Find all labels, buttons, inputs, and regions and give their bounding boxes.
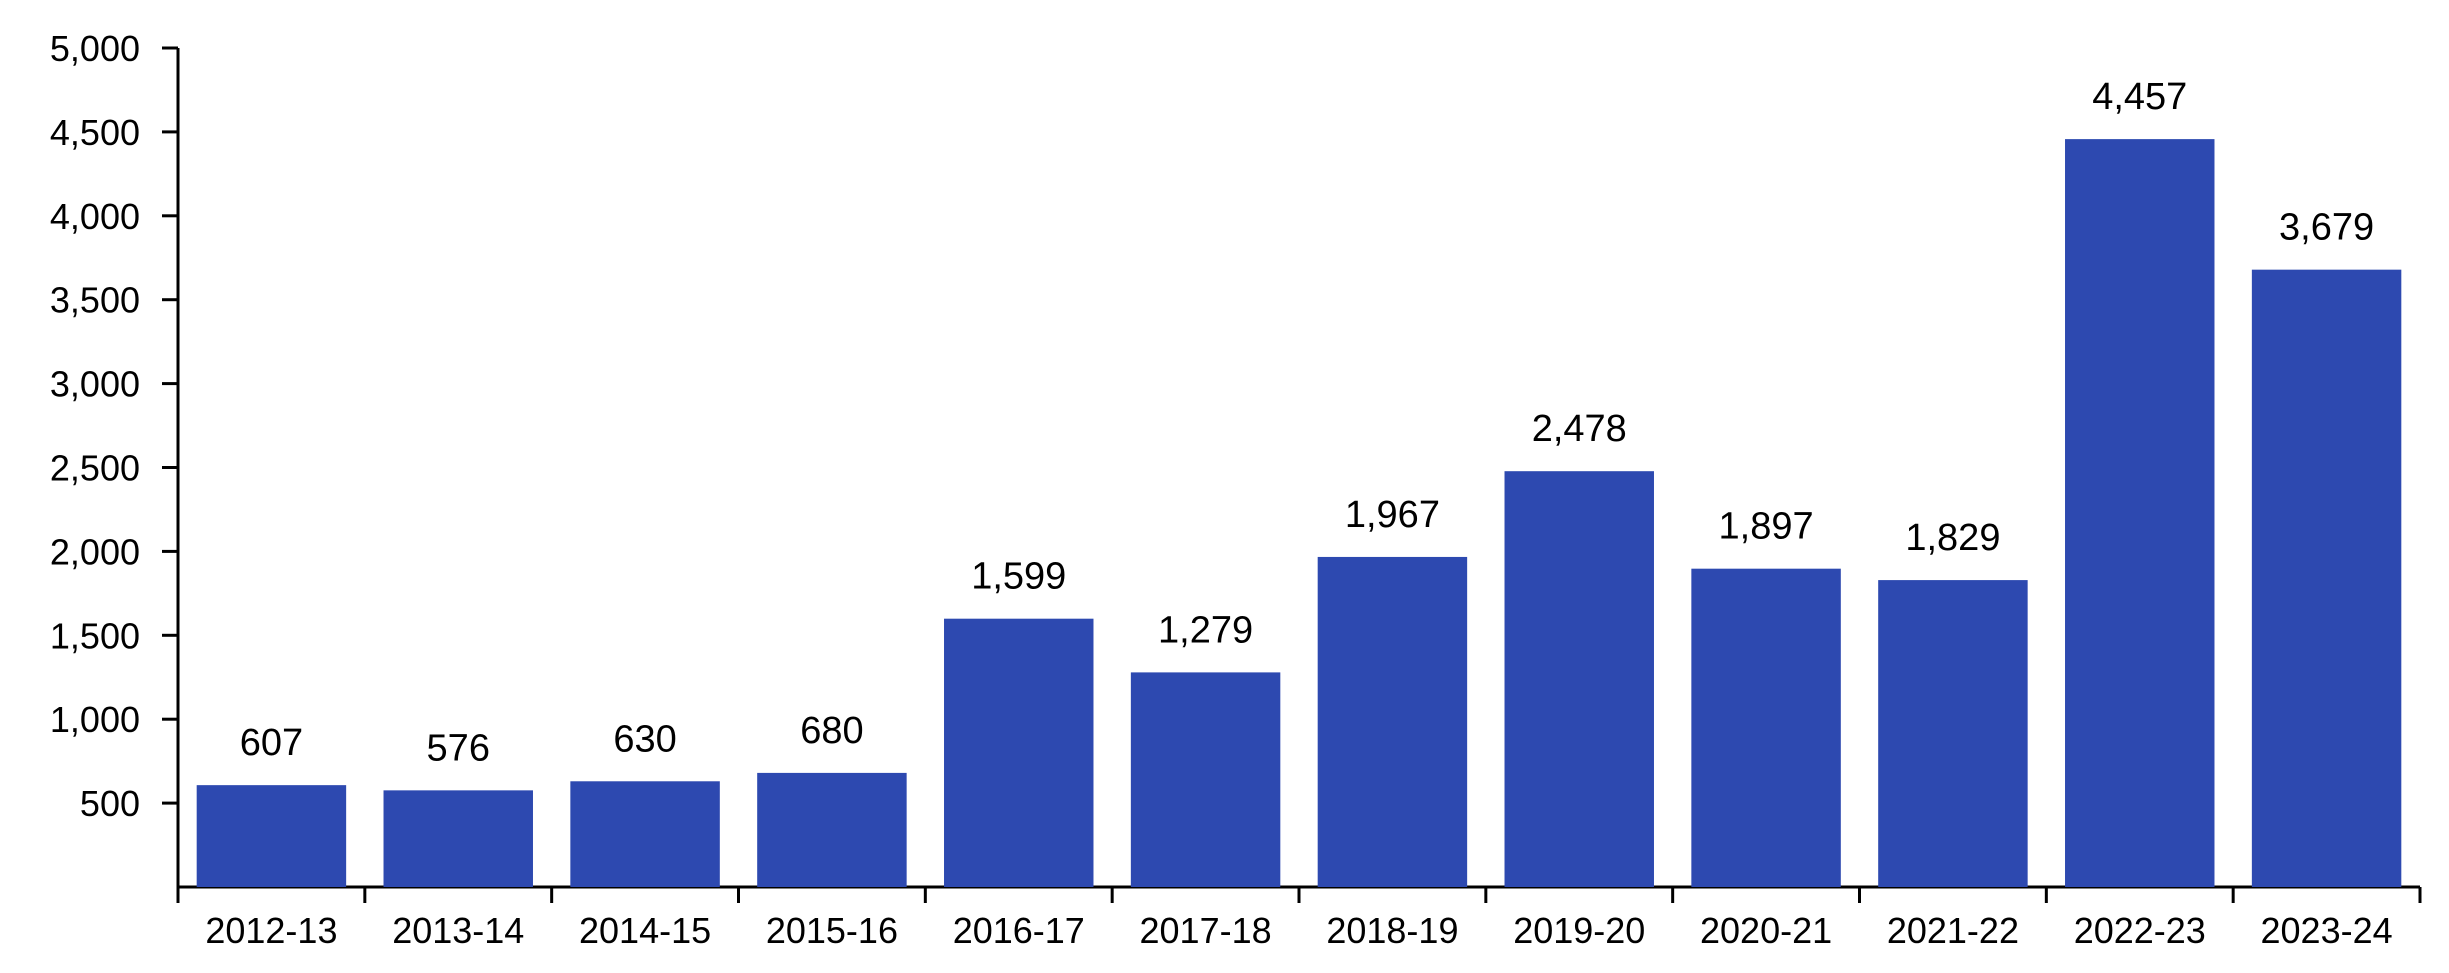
x-tick-label: 2016-17	[953, 910, 1085, 951]
bar	[1878, 580, 2028, 887]
x-tick-label: 2023-24	[2261, 910, 2393, 951]
bar	[570, 781, 720, 887]
data-label: 1,599	[971, 556, 1066, 598]
x-tick-label: 2012-13	[205, 910, 337, 951]
x-tick-label: 2015-16	[766, 910, 898, 951]
data-label: 607	[240, 722, 303, 764]
data-label: 1,897	[1719, 506, 1814, 548]
bar	[1130, 672, 1281, 887]
x-tick-label: 2014-15	[579, 910, 711, 951]
bar	[2251, 269, 2402, 887]
data-label: 1,967	[1345, 494, 1440, 536]
bar	[944, 618, 1094, 887]
y-tick-label: 3,000	[50, 364, 140, 405]
data-label: 3,679	[2279, 207, 2374, 249]
data-label: 630	[613, 718, 676, 760]
data-label: 1,829	[1905, 517, 2000, 559]
bar	[383, 790, 533, 887]
x-tick-label: 2013-14	[392, 910, 524, 951]
data-label: 576	[427, 727, 490, 769]
bar	[1504, 471, 1654, 887]
x-tick-label: 2021-22	[1887, 910, 2019, 951]
y-axis: 500 1,000 1,500 2,000 2,500 3,000 3,500 4,000 4,…	[50, 28, 180, 887]
y-tick-label: 5,000	[50, 28, 140, 69]
y-tick-label: 1,000	[50, 699, 140, 740]
x-axis: 2012-13 2013-14 2014-15 2015-16 2016-17 2017-…	[176, 885, 2422, 951]
bar	[1317, 556, 1468, 887]
bars	[196, 139, 2402, 887]
y-tick-label: 1,500	[50, 615, 140, 656]
y-tick-label: 2,000	[50, 531, 140, 572]
y-tick-label: 4,000	[50, 196, 140, 237]
x-tick-label: 2018-19	[1326, 910, 1458, 951]
data-labels: 607 576 630 680 1,599 1,279 1,967 2,478 1,897 1,8…	[240, 76, 2374, 769]
y-tick-label: 500	[80, 783, 140, 824]
bar	[1691, 568, 1841, 887]
data-label: 1,279	[1158, 609, 1253, 651]
bar	[2065, 139, 2215, 887]
x-tick-label: 2019-20	[1513, 910, 1645, 951]
x-tick-label: 2017-18	[1140, 910, 1272, 951]
data-label: 2,478	[1532, 408, 1627, 450]
bar	[196, 785, 347, 887]
x-tick-label: 2022-23	[2074, 910, 2206, 951]
bar	[757, 772, 907, 887]
data-label: 680	[800, 710, 863, 752]
x-tick-label: 2020-21	[1700, 910, 1832, 951]
data-label: 4,457	[2092, 76, 2187, 118]
y-tick-label: 2,500	[50, 448, 140, 489]
y-tick-label: 4,500	[50, 112, 140, 153]
y-tick-label: 3,500	[50, 280, 140, 321]
